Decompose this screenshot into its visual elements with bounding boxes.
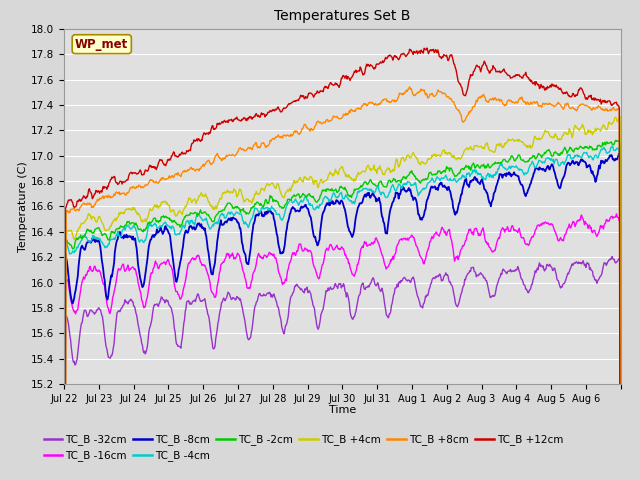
TC_B -8cm <box>125 233 133 239</box>
Line: TC_B -4cm: TC_B -4cm <box>64 146 621 480</box>
TC_B -4cm <box>608 143 616 149</box>
TC_B -4cm <box>431 179 439 184</box>
TC_B +12cm <box>276 109 284 115</box>
TC_B -2cm <box>612 137 620 143</box>
TC_B +12cm <box>255 114 263 120</box>
Text: WP_met: WP_met <box>75 37 129 51</box>
TC_B +4cm <box>616 114 624 120</box>
Title: Temperatures Set B: Temperatures Set B <box>274 10 411 24</box>
TC_B +8cm <box>406 84 413 90</box>
Line: TC_B -32cm: TC_B -32cm <box>64 256 621 480</box>
TC_B -2cm <box>400 174 408 180</box>
TC_B +12cm <box>432 47 440 52</box>
Line: TC_B -2cm: TC_B -2cm <box>64 140 621 480</box>
TC_B -2cm <box>228 202 236 208</box>
Line: TC_B +4cm: TC_B +4cm <box>64 117 621 480</box>
TC_B -32cm <box>228 297 236 302</box>
TC_B -2cm <box>255 201 263 207</box>
TC_B -32cm <box>616 253 624 259</box>
Line: TC_B -8cm: TC_B -8cm <box>64 152 621 480</box>
Y-axis label: Temperature (C): Temperature (C) <box>19 161 28 252</box>
TC_B -32cm <box>400 275 408 281</box>
TC_B +4cm <box>228 189 236 195</box>
TC_B -32cm <box>276 314 284 320</box>
TC_B -8cm <box>276 251 284 256</box>
Line: TC_B +8cm: TC_B +8cm <box>64 87 621 480</box>
TC_B +8cm <box>432 93 440 98</box>
TC_B -16cm <box>255 252 263 258</box>
TC_B +12cm <box>125 171 133 177</box>
TC_B -16cm <box>400 235 408 241</box>
TC_B -16cm <box>612 211 620 217</box>
TC_B -4cm <box>228 209 236 215</box>
TC_B -16cm <box>125 268 133 274</box>
TC_B +8cm <box>228 152 236 158</box>
TC_B -8cm <box>616 149 624 155</box>
TC_B -32cm <box>255 291 263 297</box>
TC_B -4cm <box>125 225 133 230</box>
TC_B -2cm <box>125 219 133 225</box>
TC_B +4cm <box>276 189 284 194</box>
Legend: TC_B -32cm, TC_B -16cm, TC_B -8cm, TC_B -4cm, TC_B -2cm, TC_B +4cm, TC_B +8cm, T: TC_B -32cm, TC_B -16cm, TC_B -8cm, TC_B … <box>40 430 568 466</box>
TC_B -4cm <box>276 216 284 221</box>
TC_B -8cm <box>400 185 408 191</box>
TC_B +4cm <box>125 206 133 212</box>
TC_B -8cm <box>228 217 236 223</box>
TC_B +8cm <box>400 92 408 97</box>
TC_B -4cm <box>255 209 263 215</box>
TC_B -2cm <box>431 172 439 178</box>
TC_B -32cm <box>431 276 439 281</box>
TC_B -32cm <box>125 298 133 303</box>
TC_B +4cm <box>255 191 263 197</box>
X-axis label: Time: Time <box>329 405 356 415</box>
TC_B -2cm <box>276 204 284 209</box>
TC_B +4cm <box>400 156 408 162</box>
TC_B -16cm <box>276 274 284 280</box>
TC_B +8cm <box>125 188 133 194</box>
TC_B -4cm <box>400 181 408 187</box>
TC_B -8cm <box>255 210 263 216</box>
TC_B -16cm <box>228 253 236 259</box>
Line: TC_B +12cm: TC_B +12cm <box>64 48 621 480</box>
TC_B +8cm <box>255 145 263 151</box>
TC_B +4cm <box>431 153 439 159</box>
Line: TC_B -16cm: TC_B -16cm <box>64 214 621 480</box>
TC_B -8cm <box>431 183 439 189</box>
TC_B -16cm <box>431 231 439 237</box>
TC_B +12cm <box>228 116 236 122</box>
TC_B +8cm <box>276 135 284 141</box>
TC_B +12cm <box>423 45 431 51</box>
TC_B +12cm <box>400 50 408 56</box>
